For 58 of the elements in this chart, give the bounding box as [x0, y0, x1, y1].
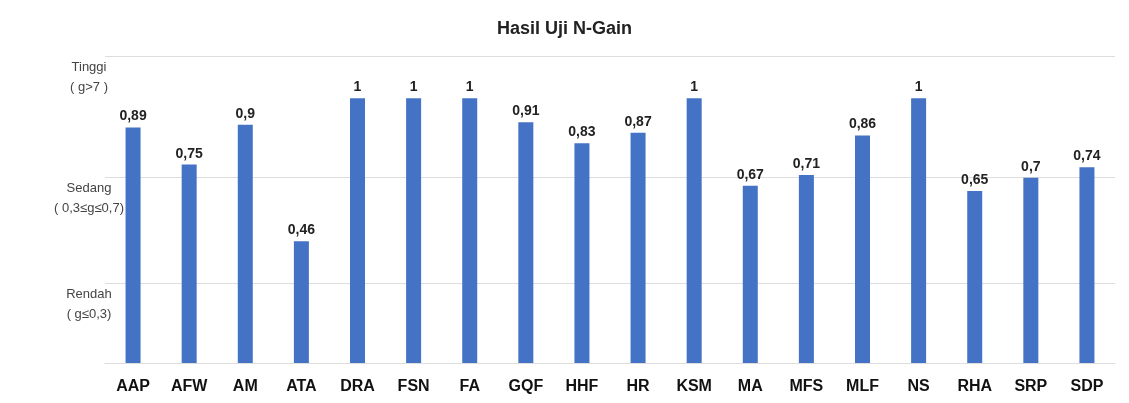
x-tick-label: MFS — [789, 376, 824, 394]
data-label: 1 — [353, 78, 362, 95]
data-label: 0,71 — [792, 155, 821, 172]
chart-title: Hasil Uji N-Gain — [496, 18, 633, 38]
data-label: 1 — [690, 78, 699, 95]
x-tick-label: AFW — [170, 376, 209, 394]
data-label: 0,7 — [1021, 157, 1041, 174]
bar — [798, 175, 814, 363]
data-label: 0,89 — [119, 107, 147, 124]
data-label: 0,65 — [961, 170, 989, 187]
data-label: 0,46 — [287, 221, 316, 238]
bar — [630, 132, 646, 363]
data-label: 0,67 — [736, 165, 765, 182]
data-label: 0,9 — [235, 104, 256, 121]
bar — [967, 190, 983, 363]
bar — [125, 127, 141, 363]
bar — [293, 241, 309, 363]
bar — [855, 135, 870, 363]
data-label: 1 — [465, 78, 474, 95]
data-label: 1 — [914, 78, 923, 95]
x-tick-label: SRP — [1014, 376, 1048, 394]
x-tick-label: RHA — [957, 376, 993, 394]
bar — [518, 122, 534, 363]
data-label: 0,74 — [1073, 147, 1101, 164]
bar — [462, 98, 478, 363]
data-label: 0,87 — [624, 112, 652, 129]
bar — [406, 98, 422, 363]
bar — [911, 98, 927, 363]
x-tick-label: FSN — [397, 376, 430, 394]
bar — [1079, 167, 1095, 363]
x-tick-label: MLF — [846, 376, 880, 394]
x-tick-label: AAP — [116, 376, 151, 394]
x-tick-label: AM — [232, 376, 258, 394]
x-tick-label: KSM — [676, 376, 712, 394]
bar — [1023, 177, 1039, 363]
data-label: 0,75 — [175, 144, 203, 161]
data-label: 0,83 — [568, 123, 596, 140]
bar — [574, 143, 590, 363]
data-label: 1 — [409, 78, 418, 95]
bar — [181, 164, 197, 363]
x-tick-label: SDP — [1070, 376, 1104, 394]
x-tick-label: NS — [907, 376, 931, 394]
x-tick-label: HR — [626, 376, 651, 394]
x-tick-label: GQF — [508, 376, 544, 394]
data-label: 0,91 — [512, 102, 540, 119]
x-tick-label: MA — [737, 376, 764, 394]
data-label: 0,86 — [848, 115, 877, 132]
x-tick-label: DRA — [340, 376, 376, 394]
bar — [686, 98, 702, 363]
bar — [742, 185, 758, 363]
x-tick-label: HHF — [565, 376, 599, 394]
ref-line-label: Rendah ( g≤0,3) — [66, 286, 112, 322]
bar — [350, 98, 365, 363]
ref-line-label: Sedang ( 0,3≤g≤0,7) — [54, 180, 124, 216]
x-tick-label: FA — [459, 376, 481, 394]
ref-line-label: Tinggi ( g>7 ) — [70, 58, 108, 94]
x-tick-label: ATA — [286, 376, 318, 394]
bar — [237, 124, 253, 363]
